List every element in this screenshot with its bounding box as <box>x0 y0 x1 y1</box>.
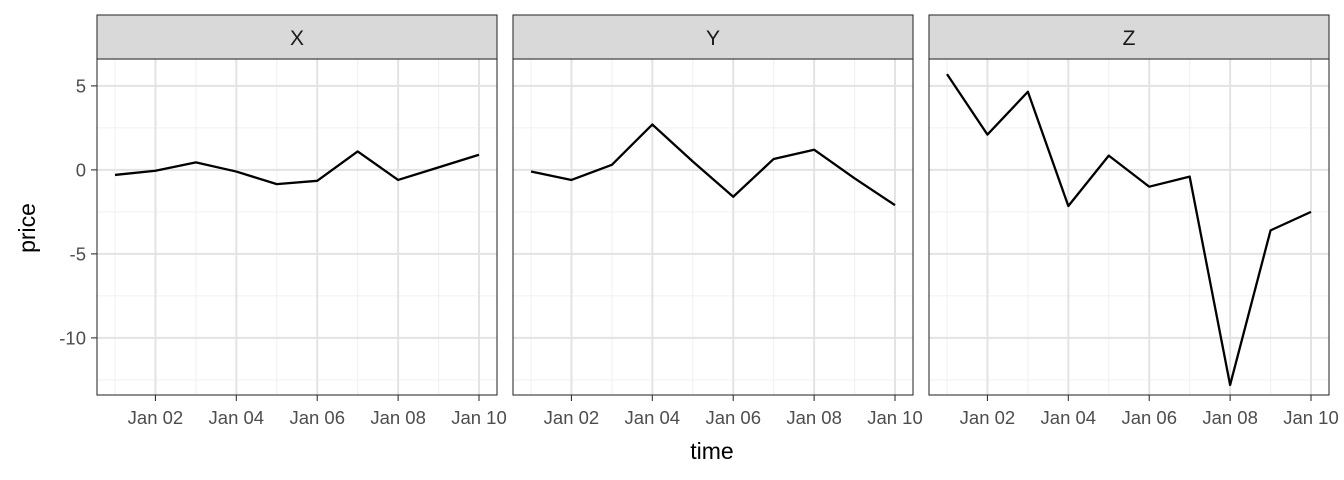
y-axis-title: price <box>14 203 40 253</box>
x-tick-label: Jan 10 <box>451 407 507 428</box>
series-line-y <box>530 123 896 207</box>
x-tick-label: Jan 02 <box>960 407 1016 428</box>
x-tick-label: Jan 08 <box>370 407 426 428</box>
facet-strip <box>96 14 498 60</box>
x-tick-label: Jan 02 <box>544 407 600 428</box>
facet-strip-label: X <box>290 27 304 50</box>
x-tick-label: Jan 10 <box>1283 407 1339 428</box>
y-tick-label: -10 <box>59 327 86 348</box>
x-tick-label: Jan 06 <box>1121 407 1177 428</box>
series-line-z <box>946 73 1312 387</box>
facet-strip-label: Z <box>1123 27 1136 50</box>
facet-strip <box>928 14 1330 60</box>
x-axis-title: time <box>690 438 733 464</box>
x-tick-label: Jan 04 <box>625 407 681 428</box>
y-axis: 5 0 -5 -10 <box>59 75 97 348</box>
series-line-x <box>114 150 480 186</box>
y-tick-label: 5 <box>76 75 86 96</box>
y-tick-label: -5 <box>70 243 86 264</box>
panels-layer: X Jan 02 Jan 04 Jan 06 Jan 08 Jan 10 Y Jan 02 Ja… <box>96 14 1339 428</box>
facet-panel-z: Z Jan 02 Jan 04 Jan 06 Jan 08 Jan 10 <box>928 14 1339 428</box>
x-tick-label: Jan 04 <box>1041 407 1097 428</box>
facet-strip <box>512 14 914 60</box>
x-tick-label: Jan 08 <box>786 407 842 428</box>
x-tick-label: Jan 06 <box>705 407 761 428</box>
x-tick-label: Jan 10 <box>867 407 923 428</box>
facet-strip-label: Y <box>706 27 720 50</box>
x-tick-label: Jan 08 <box>1202 407 1258 428</box>
x-tick-label: Jan 06 <box>289 407 345 428</box>
y-tick-label: 0 <box>76 159 86 180</box>
panel-background <box>513 59 913 395</box>
x-tick-label: Jan 04 <box>209 407 265 428</box>
facet-panel-y: Y Jan 02 Jan 04 Jan 06 Jan 08 Jan 10 <box>512 14 923 428</box>
facet-panel-x: X Jan 02 Jan 04 Jan 06 Jan 08 Jan 10 <box>96 14 507 428</box>
x-tick-label: Jan 02 <box>128 407 184 428</box>
panel-background <box>929 59 1329 395</box>
panel-background <box>97 59 497 395</box>
